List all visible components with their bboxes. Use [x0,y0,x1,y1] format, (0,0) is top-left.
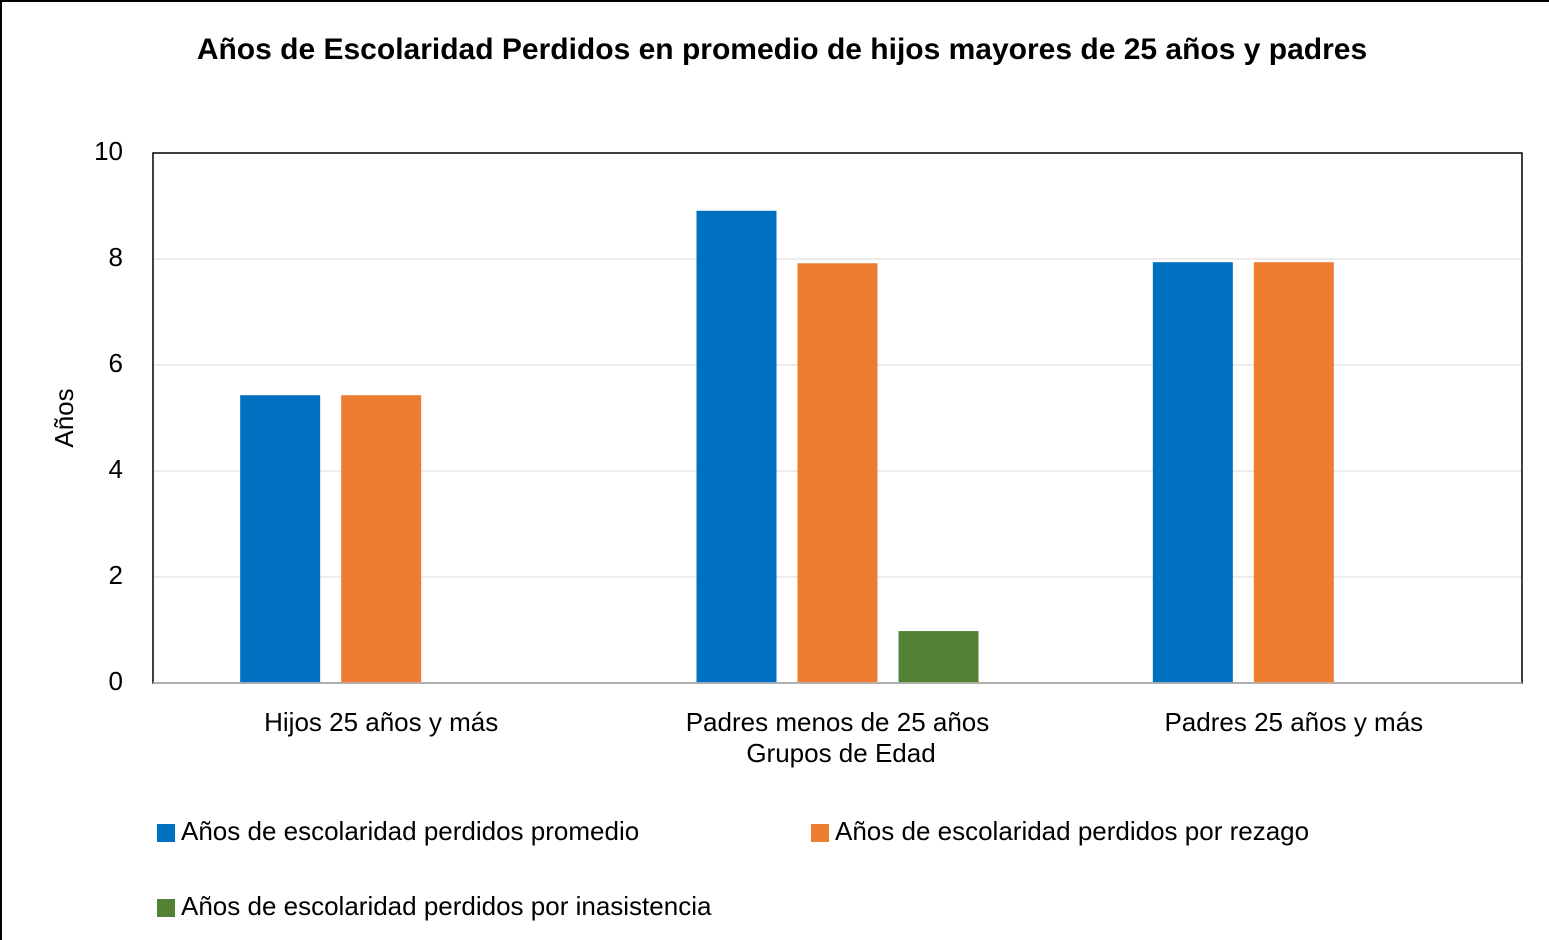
legend-label: Años de escolaridad perdidos por rezago [835,816,1309,846]
legend-label: Años de escolaridad perdidos por inasist… [181,891,712,921]
x-tick-label: Padres 25 años y más [1164,707,1423,737]
bar [797,263,878,683]
legend-label: Años de escolaridad perdidos promedio [181,816,639,846]
y-tick-label: 6 [109,348,123,378]
chart-title: Años de Escolaridad Perdidos en promedio… [196,33,1368,66]
x-tick-label: Padres menos de 25 años [686,707,990,737]
x-tick-label: Hijos 25 años y más [264,707,498,737]
bar [898,631,979,683]
legend-swatch [157,899,175,917]
y-axis-title: Años [49,388,79,447]
bar [696,210,777,683]
bar [1152,262,1233,683]
y-tick-label: 8 [109,242,123,272]
y-tick-label: 10 [94,136,123,166]
y-tick-label: 4 [109,454,123,484]
bar [1253,262,1334,683]
legend-swatch [157,824,175,842]
x-axis-title: Grupos de Edad [746,738,935,768]
legend-swatch [811,824,829,842]
y-tick-label: 2 [109,560,123,590]
y-tick-label: 0 [109,666,123,696]
bar [240,395,321,683]
bar [341,395,422,683]
